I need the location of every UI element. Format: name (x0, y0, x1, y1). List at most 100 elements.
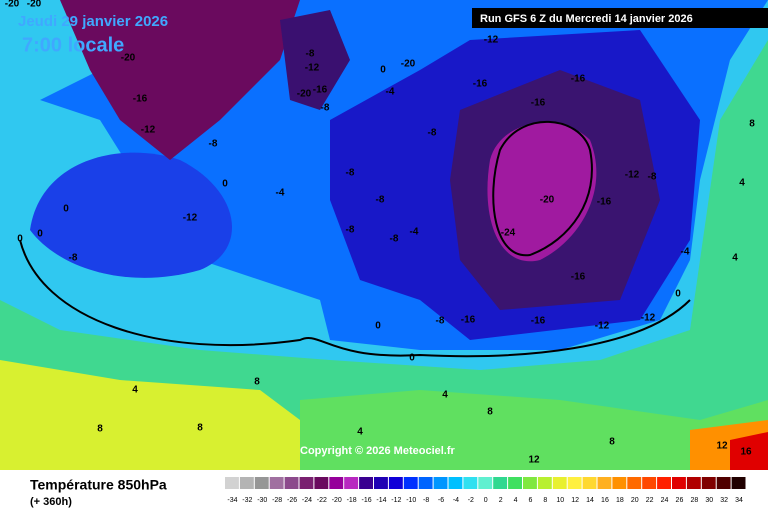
contour-label: 4 (732, 253, 738, 264)
scale-swatch (418, 477, 433, 489)
contour-label: 0 (63, 204, 69, 215)
contour-label: -4 (276, 188, 285, 199)
contour-label: 0 (675, 289, 681, 300)
scale-label: 6 (528, 497, 532, 504)
scale-label: -22 (317, 497, 327, 504)
footer-subtitle: (+ 360h) (30, 496, 72, 508)
contour-label: -20 (540, 195, 555, 206)
contour-label: 0 (380, 65, 386, 76)
scale-swatch (731, 477, 746, 489)
contour-label: -16 (531, 316, 546, 327)
contour-label: 12 (716, 441, 728, 452)
contour-label: -16 (597, 197, 612, 208)
scale-swatch (329, 477, 344, 489)
contour-label: -16 (133, 94, 148, 105)
contour-label: -8 (321, 103, 330, 114)
contour-label: -12 (595, 321, 610, 332)
scale-label: -18 (347, 497, 357, 504)
contour-label: -8 (436, 316, 445, 327)
scale-swatch (239, 477, 254, 489)
contour-label: 0 (17, 234, 23, 245)
contour-label: -8 (376, 195, 385, 206)
scale-swatch (716, 477, 731, 489)
contour-label: -16 (461, 315, 476, 326)
scale-label: -6 (438, 497, 444, 504)
date: Jeudi 29 janvier 2026 (18, 13, 168, 30)
contour-label: 4 (132, 385, 138, 396)
contour-label: -8 (346, 168, 355, 179)
contour-label: -20 (401, 59, 416, 70)
scale-label: 14 (586, 497, 594, 504)
run-box (472, 8, 768, 28)
contour-label: 8 (254, 377, 260, 388)
contour-label: 0 (222, 179, 228, 190)
contour-label: 8 (609, 437, 615, 448)
scale-swatch (433, 477, 448, 489)
contour-label: -16 (531, 98, 546, 109)
scale-label: 22 (646, 497, 654, 504)
contour-label: -20 (121, 53, 136, 64)
footer-title: Température 850hPa (30, 477, 167, 493)
contour-label: -4 (681, 247, 690, 258)
time: 7:00 locale (22, 34, 124, 56)
contour-label: -8 (428, 128, 437, 139)
scale-label: 28 (690, 497, 698, 504)
scale-swatch (344, 477, 359, 489)
scale-swatch (686, 477, 701, 489)
scale-label: -2 (468, 497, 474, 504)
contour-label: 4 (442, 390, 448, 401)
contour-label: -12 (484, 35, 499, 46)
scale-label: 32 (720, 497, 728, 504)
scale-swatch (225, 477, 239, 489)
contour-label: 4 (357, 427, 363, 438)
scale-label: -32 (242, 497, 252, 504)
scale-swatch (508, 477, 522, 489)
scale-label: 24 (661, 497, 669, 504)
scale-swatch (254, 477, 269, 489)
contour-label: -24 (501, 228, 516, 239)
contour-label: -12 (625, 170, 640, 181)
scale-label: -26 (287, 497, 297, 504)
contour-label: -12 (641, 313, 656, 324)
scale-label: 20 (631, 497, 639, 504)
contour-label: -20 (297, 89, 312, 100)
scale-swatch (627, 477, 642, 489)
contour-label: -8 (306, 49, 315, 60)
contour-label: -8 (69, 253, 78, 264)
scale-label: 30 (705, 497, 713, 504)
scale-swatch (463, 477, 478, 489)
scale-swatch (537, 477, 552, 489)
scale-swatch (359, 477, 373, 489)
contour-label: -16 (571, 74, 586, 85)
contour-label: -20 (5, 0, 20, 10)
contour-label: -20 (27, 0, 42, 10)
scale-label: -34 (227, 497, 237, 504)
contour-label: 12 (528, 455, 540, 466)
contour-label: 4 (739, 178, 745, 189)
scale-label: 16 (601, 497, 609, 504)
scale-label: -4 (453, 497, 459, 504)
contour-label: -16 (571, 272, 586, 283)
contour-label: -8 (346, 225, 355, 236)
contour-label: -12 (141, 125, 156, 136)
contour-label: -4 (386, 87, 395, 98)
scale-label: -14 (376, 497, 386, 504)
scale-label: 0 (484, 497, 488, 504)
scale-swatch (493, 477, 508, 489)
scale-swatch (672, 477, 686, 489)
scale-label: -20 (332, 497, 342, 504)
contour-label: -8 (648, 172, 657, 183)
scale-swatch (552, 477, 567, 489)
scale-swatch (642, 477, 657, 489)
scale-swatch (478, 477, 493, 489)
scale-label: 2 (499, 497, 503, 504)
contour-label: -12 (305, 63, 320, 74)
scale-label: 34 (735, 497, 743, 504)
scale-swatch (299, 477, 314, 489)
scale-swatch (314, 477, 329, 489)
contour-label: 8 (487, 407, 493, 418)
scale-label: -8 (423, 497, 429, 504)
contour-label: 8 (197, 423, 203, 434)
scale-label: 4 (514, 497, 518, 504)
